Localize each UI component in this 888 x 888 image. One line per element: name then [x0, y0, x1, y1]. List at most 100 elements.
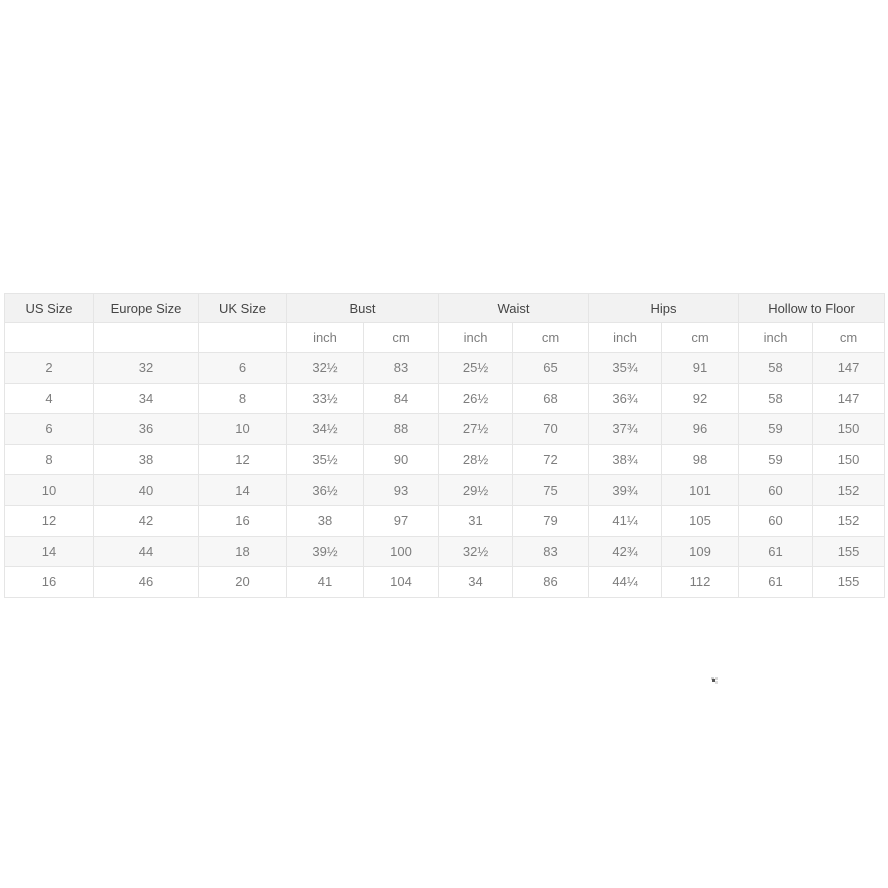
table-cell: 58 — [738, 382, 814, 415]
table-cell: 28½ — [438, 443, 514, 476]
table-cell: 98 — [661, 443, 740, 476]
dust-speck-artifact — [711, 677, 716, 683]
table-cell: 147 — [812, 382, 886, 415]
size-row-us-14: 14 44 18 39½ 100 32½ 83 42¾ 109 61 155 — [4, 535, 886, 568]
table-cell: 6 — [198, 352, 287, 384]
empty-header-cell — [198, 322, 287, 353]
table-cell: 16 — [198, 504, 287, 537]
column-header-waist: Waist — [438, 293, 590, 323]
table-cell: 14 — [198, 474, 287, 506]
table-cell: 36½ — [286, 474, 364, 506]
table-cell: 105 — [661, 504, 740, 537]
table-cell: 4 — [4, 382, 94, 415]
table-cell: 26½ — [438, 382, 514, 415]
table-cell: 88 — [362, 413, 440, 445]
column-header-hollow-to-floor: Hollow to Floor — [738, 293, 886, 323]
table-cell: 59 — [738, 413, 814, 445]
table-cell: 97 — [362, 504, 440, 537]
unit-header-waist-inch: inch — [438, 322, 514, 353]
table-cell: 101 — [661, 474, 740, 506]
table-cell: 92 — [661, 382, 740, 415]
column-header-us-size: US Size — [4, 293, 94, 323]
table-cell: 91 — [661, 352, 740, 384]
group-header-row: US Size Europe Size UK Size Bust Waist Hips Ho… — [4, 293, 886, 323]
table-cell: 61 — [738, 535, 814, 568]
column-header-uk-size: UK Size — [198, 293, 287, 323]
size-row-us-8: 8 38 12 35½ 90 28½ 72 38¾ 98 59 150 — [4, 443, 886, 476]
table-cell: 147 — [812, 352, 886, 384]
size-row-us-16: 16 46 20 41 104 34 86 44¼ 112 61 155 — [4, 566, 886, 598]
table-cell: 32½ — [438, 535, 514, 568]
unit-header-bust-inch: inch — [286, 322, 364, 353]
table-cell: 8 — [4, 443, 94, 476]
table-cell: 155 — [812, 566, 886, 598]
table-cell: 60 — [738, 504, 814, 537]
table-cell: 42¾ — [588, 535, 663, 568]
table-cell: 34 — [93, 382, 199, 415]
column-header-hips: Hips — [588, 293, 740, 323]
table-cell: 32 — [93, 352, 199, 384]
unit-header-hollow-to-floor-cm: cm — [812, 322, 886, 353]
table-cell: 27½ — [438, 413, 514, 445]
table-cell: 37¾ — [588, 413, 663, 445]
table-cell: 41 — [286, 566, 364, 598]
table-cell: 10 — [198, 413, 287, 445]
table-cell: 150 — [812, 443, 886, 476]
table-cell: 38 — [93, 443, 199, 476]
table-cell: 10 — [4, 474, 94, 506]
size-row-us-4: 4 34 8 33½ 84 26½ 68 36¾ 92 58 147 — [4, 382, 886, 415]
table-cell: 6 — [4, 413, 94, 445]
table-cell: 72 — [512, 443, 590, 476]
empty-header-cell — [93, 322, 199, 353]
table-cell: 104 — [362, 566, 440, 598]
table-cell: 25½ — [438, 352, 514, 384]
table-cell: 39½ — [286, 535, 364, 568]
table-cell: 109 — [661, 535, 740, 568]
table-cell: 36¾ — [588, 382, 663, 415]
table-cell: 41¼ — [588, 504, 663, 537]
table-cell: 35½ — [286, 443, 364, 476]
table-cell: 34½ — [286, 413, 364, 445]
column-header-bust: Bust — [285, 293, 440, 323]
table-cell: 20 — [198, 566, 287, 598]
table-cell: 40 — [93, 474, 199, 506]
size-row-us-12: 12 42 16 38 97 31 79 41¼ 105 60 152 — [4, 504, 886, 537]
table-cell: 84 — [362, 382, 440, 415]
table-cell: 150 — [812, 413, 886, 445]
table-cell: 2 — [4, 352, 94, 384]
table-cell: 38 — [286, 504, 364, 537]
table-cell: 83 — [362, 352, 440, 384]
unit-header-waist-cm: cm — [512, 322, 590, 353]
table-cell: 35¾ — [588, 352, 663, 384]
size-chart-body: 2 32 6 32½ 83 25½ 65 35¾ 91 58 147 4 34 8 33½ 84 26½ 68 36… — [4, 352, 886, 598]
unit-header-hollow-to-floor-inch: inch — [738, 322, 814, 353]
table-cell: 8 — [198, 382, 287, 415]
table-cell: 18 — [198, 535, 287, 568]
unit-header-bust-cm: cm — [362, 322, 440, 353]
table-cell: 44 — [93, 535, 199, 568]
table-cell: 65 — [512, 352, 590, 384]
table-cell: 58 — [738, 352, 814, 384]
table-cell: 36 — [93, 413, 199, 445]
table-cell: 29½ — [438, 474, 514, 506]
table-cell: 86 — [512, 566, 590, 598]
table-cell: 60 — [738, 474, 814, 506]
unit-header-row: inch cm inch cm inch cm inch cm — [4, 322, 886, 353]
table-cell: 46 — [93, 566, 199, 598]
table-cell: 39¾ — [588, 474, 663, 506]
table-cell: 12 — [198, 443, 287, 476]
table-cell: 31 — [438, 504, 514, 537]
table-cell: 83 — [512, 535, 590, 568]
table-cell: 59 — [738, 443, 814, 476]
table-cell: 70 — [512, 413, 590, 445]
table-cell: 38¾ — [588, 443, 663, 476]
table-cell: 16 — [4, 566, 94, 598]
table-cell: 34 — [438, 566, 514, 598]
empty-header-cell — [4, 322, 94, 353]
size-row-us-10: 10 40 14 36½ 93 29½ 75 39¾ 101 60 152 — [4, 474, 886, 506]
table-cell: 75 — [512, 474, 590, 506]
table-cell: 152 — [812, 474, 886, 506]
table-cell: 42 — [93, 504, 199, 537]
table-cell: 33½ — [286, 382, 364, 415]
size-row-us-2: 2 32 6 32½ 83 25½ 65 35¾ 91 58 147 — [4, 352, 886, 384]
